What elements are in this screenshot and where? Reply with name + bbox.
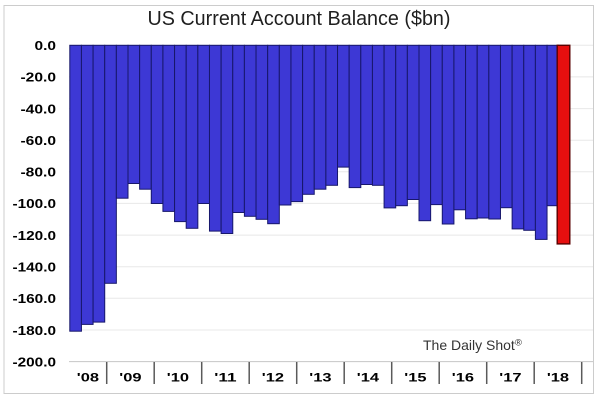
svg-text:-20.0: -20.0 [21, 71, 57, 85]
svg-text:'10: '10 [167, 370, 189, 384]
svg-text:-140.0: -140.0 [13, 261, 57, 275]
svg-text:'18: '18 [547, 370, 569, 384]
svg-text:-100.0: -100.0 [13, 197, 57, 211]
svg-text:'12: '12 [262, 370, 284, 384]
svg-text:'08: '08 [77, 370, 99, 384]
svg-text:The Daily Shot®: The Daily Shot® [423, 337, 522, 353]
svg-text:US Current Account Balance ($b: US Current Account Balance ($bn) [148, 8, 451, 30]
svg-text:-120.0: -120.0 [13, 229, 57, 243]
svg-text:-40.0: -40.0 [21, 102, 57, 116]
svg-text:'13: '13 [309, 370, 331, 384]
svg-text:-180.0: -180.0 [13, 324, 57, 338]
svg-text:-60.0: -60.0 [21, 134, 57, 148]
svg-text:'14: '14 [357, 370, 379, 384]
svg-text:-80.0: -80.0 [21, 166, 57, 180]
svg-text:-200.0: -200.0 [13, 355, 57, 369]
svg-text:0.0: 0.0 [35, 39, 57, 53]
svg-text:'09: '09 [119, 370, 141, 384]
svg-text:'17: '17 [499, 370, 521, 384]
svg-text:'11: '11 [214, 370, 237, 384]
svg-text:'16: '16 [452, 370, 474, 384]
svg-text:-160.0: -160.0 [13, 292, 57, 306]
svg-text:'15: '15 [404, 370, 426, 384]
